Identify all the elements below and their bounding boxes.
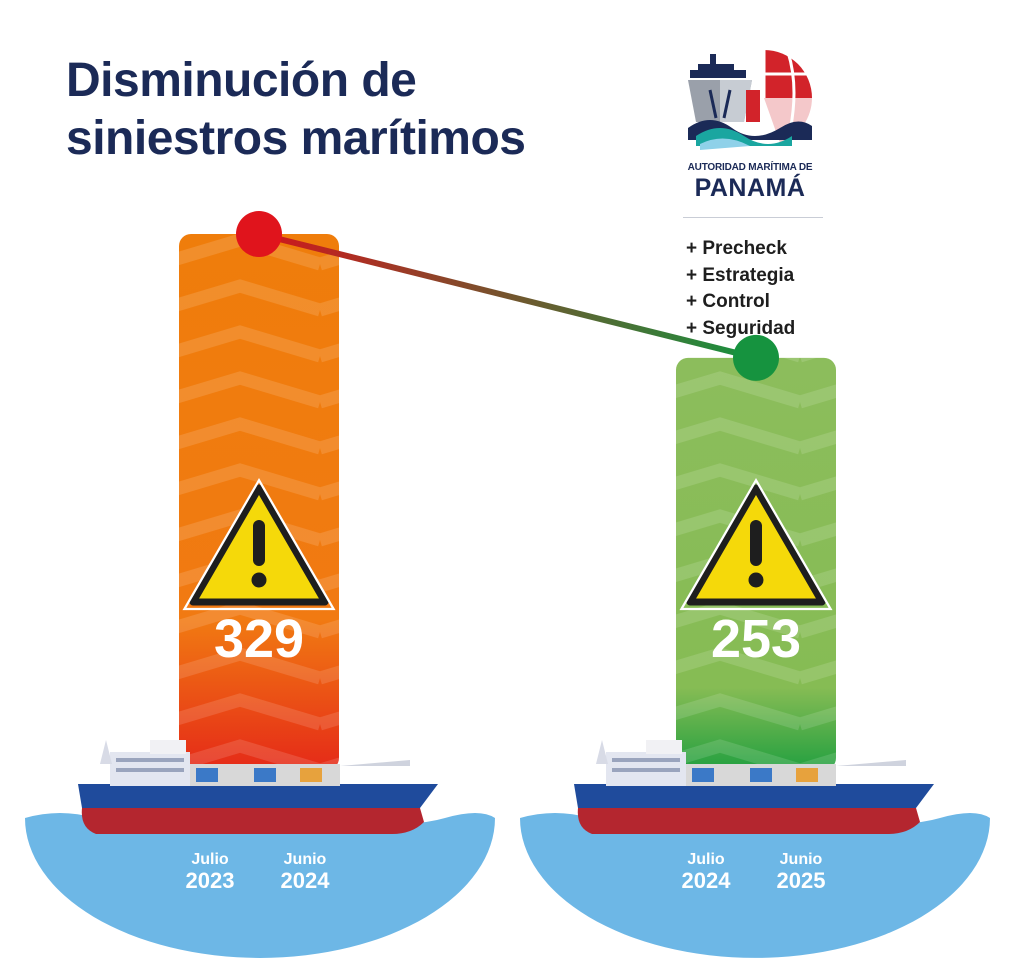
warning-triangle-icon <box>182 477 336 611</box>
period-to-year: 2024 <box>281 868 331 893</box>
strategy-item: + Estrategia <box>686 264 795 286</box>
sea-left <box>25 813 495 958</box>
container-ship-left <box>78 740 438 834</box>
title-line-1: Disminución de <box>66 54 417 107</box>
title-line-2: siniestros marítimos <box>66 112 526 165</box>
low-point-marker <box>733 334 779 381</box>
logo-name: PANAMÁ <box>694 174 806 202</box>
sea-right <box>520 813 990 958</box>
strategy-item: + Precheck <box>686 238 787 259</box>
logo-subtitle: AUTORIDAD MARÍTIMA DE <box>687 162 813 173</box>
page-title: Disminución de siniestros marítimos <box>66 52 526 168</box>
period-from-month: Julio <box>687 851 725 868</box>
value-label: 253 <box>711 609 801 669</box>
autoridad-maritima-logo <box>688 50 812 150</box>
logo-divider <box>683 217 823 218</box>
period-to-year: 2025 <box>777 868 826 893</box>
strategy-list: + Precheck + Estrategia + Control + Segu… <box>686 236 795 342</box>
value-label: 329 <box>214 609 304 669</box>
trend-line <box>256 231 759 361</box>
period-to-month: Junio <box>780 851 823 868</box>
period-from-year: 2023 <box>186 868 235 893</box>
strategy-item: + Control <box>686 291 770 312</box>
period-from-year: 2024 <box>682 868 732 893</box>
container-ship-right <box>574 740 934 834</box>
high-point-marker <box>236 211 282 257</box>
strategy-item: + Seguridad <box>686 317 796 339</box>
period-from-month: Julio <box>191 851 229 868</box>
period-to-month: Junio <box>284 851 327 868</box>
warning-triangle-icon <box>679 477 833 611</box>
